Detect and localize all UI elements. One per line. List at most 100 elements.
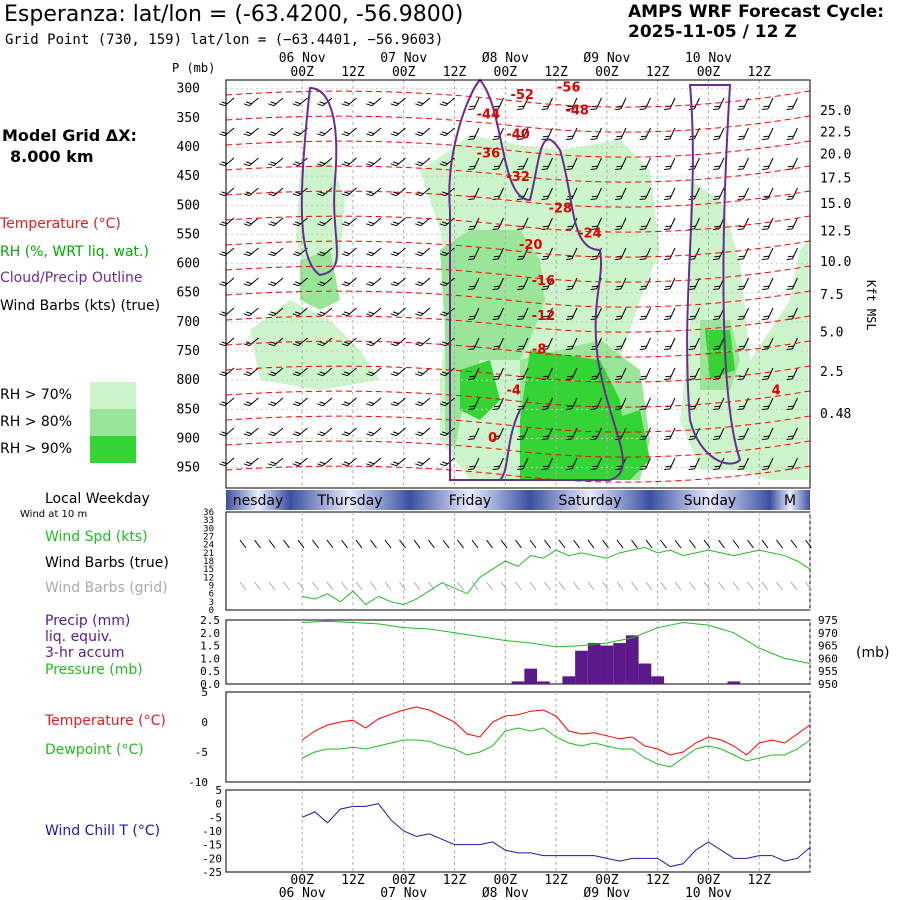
pressure-tick-850: 850 <box>177 402 200 417</box>
bottom-time-label-6: 00Z <box>595 873 619 888</box>
legend-precip-liq: liq. equiv. <box>45 629 113 645</box>
pressure-tick-700: 700 <box>177 315 200 330</box>
wind-barb <box>590 127 602 140</box>
wind-barb <box>415 457 431 467</box>
wind-barb <box>292 427 308 437</box>
wind-barb <box>713 97 725 110</box>
wind-barb <box>541 187 553 200</box>
bottom-date-label-3: Ø9 Nov <box>583 886 630 900</box>
wind-barb-true <box>442 539 450 549</box>
weekday-label-0: nesday <box>233 493 284 509</box>
wind-barb <box>243 427 259 437</box>
wind-barb-true <box>660 539 667 549</box>
wind-barb <box>737 217 749 230</box>
legend-rh90: RH > 90% <box>0 441 73 457</box>
windchill-panel-frame <box>225 789 811 873</box>
wind-barb-true <box>312 539 319 549</box>
pressure-tick-950: 950 <box>177 461 200 476</box>
isotherm-line <box>225 165 811 183</box>
wind-barb <box>317 307 333 317</box>
wind-barb <box>786 277 798 290</box>
wind-barb <box>590 97 602 110</box>
wind-barb <box>517 247 529 260</box>
wind-barb-true <box>370 539 377 549</box>
cloud-outline-2 <box>686 84 742 465</box>
isotherm-line <box>225 440 811 458</box>
wind-barb <box>341 367 357 377</box>
wind-barb <box>390 367 406 377</box>
wind-barb-grid <box>312 581 319 591</box>
isotherm-line <box>225 265 811 283</box>
top-time-label-8: 00Z <box>697 65 721 80</box>
temp-tick-3: -10 <box>188 776 208 789</box>
wind-barb-grid <box>573 581 580 591</box>
wind-tick-3: 27 <box>203 533 214 543</box>
wind-barb <box>219 337 235 347</box>
wind-barb <box>219 97 235 107</box>
wind-barb-grid <box>239 581 247 591</box>
wind-barb-grid <box>776 581 783 591</box>
weekday-cell-3 <box>530 490 650 510</box>
wind-barb-grid <box>529 581 537 591</box>
wind-barb-grid <box>761 581 769 591</box>
wind-barb <box>341 187 357 197</box>
wind-barb <box>292 457 308 467</box>
wind-barb <box>786 427 798 440</box>
wind-barb <box>737 367 749 380</box>
temp-contour-label-2: -48 <box>565 103 589 118</box>
isotherm-line <box>225 340 811 358</box>
temp-tick-0: 5 <box>201 686 208 699</box>
bottom-time-label-8: 00Z <box>697 873 721 888</box>
kft-tick-7: 7.5 <box>820 288 843 303</box>
wind-barb <box>341 217 357 227</box>
wind-barb <box>415 367 431 377</box>
rh-region-7 <box>300 250 340 310</box>
wind-barb <box>439 127 455 137</box>
wind-barb <box>615 367 627 380</box>
pressure-tick-300: 300 <box>177 82 200 97</box>
wind-barb <box>268 127 284 137</box>
wind-barb-grid <box>747 581 754 591</box>
wind-barb <box>566 247 578 260</box>
top-date-label-0: 06 Nov <box>279 51 326 66</box>
wind-barb-grid <box>254 581 261 591</box>
wind-barb-true <box>428 539 435 549</box>
legend-precip: Precip (mm) <box>45 613 131 629</box>
wind-barb <box>615 217 627 230</box>
wind-barb <box>468 277 480 290</box>
pressure-tick-r-1: 970 <box>818 627 838 640</box>
kft-tick-4: 15.0 <box>820 197 851 212</box>
wind-barb <box>517 127 529 140</box>
wind-barb <box>590 217 602 230</box>
bottom-time-label-7: 12Z <box>646 873 670 888</box>
legend-rh80: RH > 80% <box>0 414 73 430</box>
wind-barb <box>468 367 480 380</box>
weekday-label-5: M <box>784 493 796 509</box>
wind-barb <box>639 427 651 440</box>
wind-barb <box>468 397 480 410</box>
wind-barb-grid <box>645 581 653 591</box>
wind-barb-grid <box>805 581 812 591</box>
wind-barb <box>639 127 651 140</box>
legend-temperature-sfc: Temperature (°C) <box>45 713 166 729</box>
wind-barb <box>341 427 357 437</box>
kft-tick-6: 10.0 <box>820 255 851 270</box>
wind-barb <box>762 187 774 200</box>
wind-barb <box>713 457 725 470</box>
wind-barb <box>786 367 798 380</box>
wind-barb <box>664 127 676 140</box>
temp-contour-label-5: -36 <box>477 147 501 162</box>
wind-barb <box>541 457 553 470</box>
wind-barb <box>492 247 504 260</box>
wind-barb-true <box>384 539 392 549</box>
wind-barb <box>317 397 333 407</box>
top-time-label-2: 00Z <box>392 65 416 80</box>
kft-tick-3: 17.5 <box>820 172 851 187</box>
wind-barb <box>517 157 529 170</box>
wind-barb <box>615 157 627 170</box>
wind-barb-true <box>326 539 334 549</box>
top-date-label-2: Ø8 Nov <box>482 51 529 66</box>
wind-barb <box>341 247 357 257</box>
wind-barb-true <box>500 539 508 549</box>
legend-wind-true: Wind Barbs (true) <box>45 555 169 571</box>
